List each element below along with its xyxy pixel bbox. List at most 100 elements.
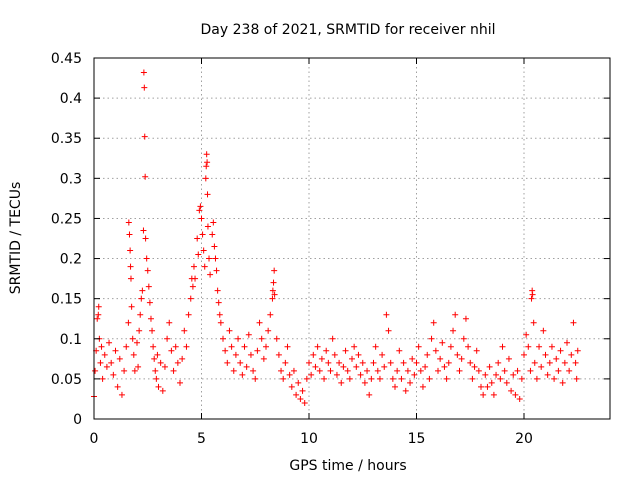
- data-point: [480, 391, 487, 398]
- data-point: [566, 367, 573, 374]
- data-point: [512, 391, 519, 398]
- data-point: [314, 343, 321, 350]
- data-point: [340, 363, 347, 370]
- data-point: [140, 227, 147, 234]
- data-point: [213, 267, 220, 274]
- x-axis-label: GPS time / hours: [289, 458, 406, 474]
- data-point: [338, 379, 345, 386]
- data-point: [495, 359, 502, 366]
- data-point: [493, 371, 500, 378]
- data-point: [488, 379, 495, 386]
- y-tick-label: 0.4: [60, 91, 82, 107]
- data-point: [364, 367, 371, 374]
- data-point: [147, 315, 154, 322]
- data-point: [206, 255, 213, 262]
- data-point: [501, 367, 508, 374]
- data-point: [106, 339, 113, 346]
- data-point: [220, 335, 226, 342]
- data-point: [467, 359, 474, 366]
- data-point: [154, 351, 161, 358]
- data-point: [499, 343, 506, 350]
- data-point: [555, 367, 562, 374]
- data-point: [542, 351, 549, 358]
- data-point: [179, 355, 186, 362]
- data-point: [346, 375, 353, 382]
- y-tick-label: 0.35: [51, 131, 82, 147]
- data-point: [282, 359, 289, 366]
- data-point: [379, 351, 386, 358]
- data-point: [226, 327, 233, 334]
- data-point: [110, 371, 117, 378]
- data-point: [138, 295, 145, 302]
- data-point: [273, 335, 280, 342]
- data-point: [121, 367, 128, 374]
- data-point: [239, 371, 246, 378]
- x-tick-label: 15: [408, 431, 426, 447]
- data-point: [462, 315, 469, 322]
- data-point: [135, 363, 142, 370]
- data-point: [540, 327, 547, 334]
- data-point: [270, 279, 277, 286]
- data-point: [407, 379, 414, 386]
- data-point: [288, 383, 295, 390]
- data-point: [269, 287, 276, 294]
- data-point: [232, 351, 239, 358]
- data-point: [198, 215, 205, 222]
- data-point: [336, 359, 343, 366]
- data-point: [482, 371, 489, 378]
- data-point: [183, 343, 190, 350]
- data-point: [222, 347, 229, 354]
- data-point: [469, 375, 476, 382]
- data-point: [538, 363, 545, 370]
- data-point: [235, 335, 242, 342]
- data-point: [536, 343, 543, 350]
- data-point: [445, 359, 452, 366]
- y-axis-label: SRMTID / TECUs: [8, 182, 24, 295]
- y-tick-label: 0.1: [60, 332, 82, 348]
- data-point: [342, 347, 349, 354]
- data-point: [224, 359, 231, 366]
- data-point: [301, 399, 308, 406]
- data-point: [97, 359, 104, 366]
- data-point: [564, 339, 570, 346]
- data-point: [527, 367, 534, 374]
- data-point: [95, 303, 102, 310]
- data-point: [394, 367, 401, 374]
- data-point: [134, 339, 140, 346]
- data-point: [516, 395, 523, 402]
- axis-ticks: 0 0.05 0.1 0.15 0.2 0.25 0.3 0.35 0.4 0.45 0 5 10 15 2…: [51, 51, 610, 447]
- data-point: [357, 371, 364, 378]
- data-point: [190, 263, 197, 270]
- data-point: [195, 251, 202, 258]
- data-point: [131, 367, 138, 374]
- data-point: [361, 379, 368, 386]
- data-point: [194, 235, 201, 242]
- data-point: [142, 235, 149, 242]
- data-point: [159, 387, 166, 394]
- data-point: [400, 359, 407, 366]
- data-point: [392, 383, 398, 390]
- data-point: [94, 315, 101, 322]
- data-point: [250, 367, 257, 374]
- data-point: [155, 383, 162, 390]
- data-point: [443, 375, 450, 382]
- data-point: [153, 375, 160, 382]
- data-point: [316, 367, 323, 374]
- data-point: [353, 363, 360, 370]
- data-point: [172, 343, 179, 350]
- data-point: [275, 351, 282, 358]
- data-point: [402, 387, 409, 394]
- data-point: [265, 327, 272, 334]
- data-point: [521, 351, 527, 358]
- data-point: [329, 335, 336, 342]
- data-point: [161, 363, 168, 370]
- data-point: [327, 367, 334, 374]
- data-point: [137, 311, 144, 318]
- data-point: [127, 247, 134, 254]
- data-point: [299, 387, 306, 394]
- data-point: [561, 359, 568, 366]
- data-point: [303, 375, 310, 382]
- data-point: [150, 343, 157, 350]
- data-point: [278, 367, 285, 374]
